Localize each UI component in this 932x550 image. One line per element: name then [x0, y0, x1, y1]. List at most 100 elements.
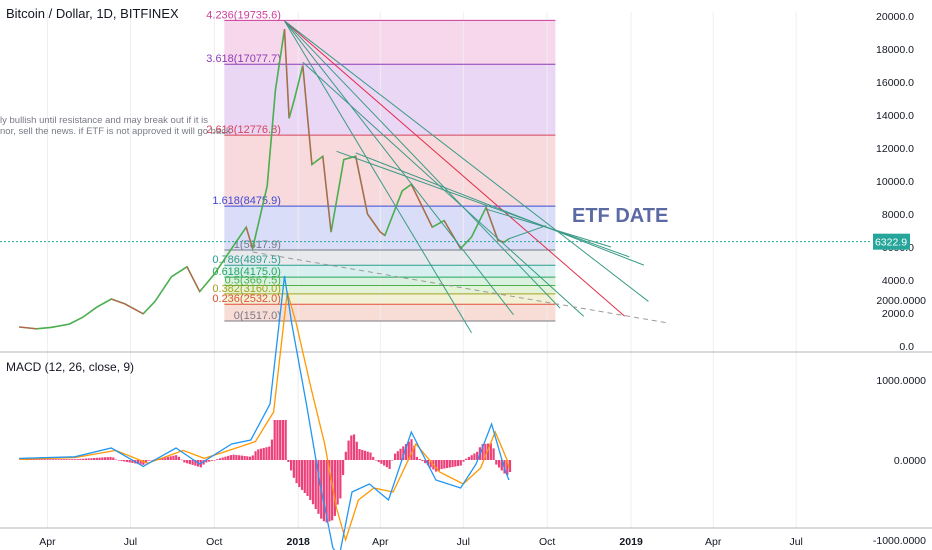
- macd-histogram-bar: [352, 434, 356, 460]
- macd-histogram-bar: [30, 459, 33, 460]
- macd-histogram-bar: [238, 455, 241, 460]
- macd-histogram-bar: [317, 460, 320, 514]
- macd-histogram-bar: [314, 460, 317, 510]
- macd-tick-label: 1000.0000: [876, 375, 926, 387]
- price-tick-label: 12000.0: [876, 143, 914, 155]
- macd-histogram-bar: [328, 460, 331, 522]
- macd-histogram-bar: [421, 460, 424, 462]
- trendline: [355, 152, 645, 266]
- x-tick-label: Oct: [539, 536, 555, 548]
- last-price-tag: [873, 233, 910, 250]
- macd-histogram-bar: [279, 420, 282, 460]
- macd-y-axis[interactable]: 2000.0000 1000.0000 0.0000 -1000.0000: [873, 295, 926, 547]
- macd-histogram-bar: [399, 448, 402, 460]
- fib-level-label: 0.618(4175.0): [212, 266, 281, 278]
- price-segment: [322, 156, 332, 233]
- fib-level-label: 0(1517.0): [234, 310, 281, 322]
- price-segment: [124, 303, 144, 315]
- macd-histogram-bar: [344, 451, 347, 460]
- macd-histogram-bar: [369, 452, 372, 460]
- macd-histogram-bar: [180, 459, 183, 461]
- fib-band: [224, 277, 556, 286]
- macd-histogram-bar: [183, 460, 186, 463]
- macd-histogram-bar: [251, 455, 254, 460]
- macd-histogram-bar: [372, 456, 375, 460]
- macd-histogram-bar: [366, 451, 369, 460]
- macd-histogram-bar: [336, 460, 339, 505]
- macd-histogram-bar: [95, 457, 98, 460]
- macd-histogram-bar: [82, 458, 85, 460]
- macd-histogram-bar: [383, 460, 386, 466]
- macd-histogram-bar: [508, 460, 512, 472]
- x-tick-label: 2018: [287, 536, 311, 548]
- macd-histogram-bar: [177, 456, 181, 460]
- price-tick-label: 8000.0: [882, 209, 914, 221]
- macd-tick-label: 0.0000: [894, 455, 926, 467]
- fib-level-label: 1(5817.9): [234, 239, 281, 251]
- macd-histogram-bar: [93, 458, 96, 460]
- macd-histogram-bar: [295, 460, 298, 484]
- macd-histogram-bar: [259, 448, 263, 460]
- macd-histogram-bar: [506, 460, 509, 475]
- macd-histogram-bar: [265, 447, 268, 460]
- trendline: [252, 251, 668, 324]
- macd-histogram-bar: [46, 459, 49, 460]
- annotation-note-line2: nor, sell the news. if ETF is not approv…: [0, 126, 231, 137]
- macd-histogram-bar: [454, 460, 457, 467]
- macd-histogram-bar: [216, 459, 219, 460]
- macd-histogram-bar: [347, 440, 350, 460]
- macd-histogram-bar: [500, 460, 503, 471]
- last-price-tag-label: 6322.9: [875, 237, 907, 249]
- macd-title: MACD (12, 26, close, 9): [6, 360, 135, 374]
- macd-histogram-bar: [257, 449, 260, 460]
- macd-histogram-bar: [207, 460, 211, 462]
- price-segment: [171, 266, 188, 278]
- price-segment: [330, 159, 345, 233]
- macd-histogram-bar: [407, 441, 410, 460]
- macd-histogram-bar: [27, 459, 30, 460]
- price-segment: [199, 273, 215, 292]
- macd-histogram-bar: [363, 450, 367, 460]
- fib-level-label: 1.618(8475.9): [212, 195, 281, 207]
- macd-histogram-bar: [120, 460, 123, 462]
- macd-histogram-bar: [415, 456, 419, 460]
- macd-histogram-bar: [125, 460, 129, 462]
- fib-level-label: 4.236(19735.6): [206, 9, 281, 21]
- macd-histogram-bar: [71, 459, 74, 460]
- macd-histogram-bar: [221, 457, 224, 460]
- macd-histogram-bar: [227, 455, 230, 460]
- macd-pane: [19, 275, 512, 550]
- macd-histogram-bar: [243, 455, 246, 460]
- macd-histogram-bar: [497, 460, 501, 468]
- price-segment: [142, 301, 156, 315]
- etf-date-label: ETF DATE: [572, 205, 669, 227]
- macd-histogram-bar: [298, 460, 301, 487]
- time-x-axis[interactable]: Apr Jul Oct 2018 Apr Jul Oct 2019 Apr Jul: [0, 527, 932, 548]
- macd-histogram-bar: [440, 460, 443, 470]
- macd-histogram-bar: [331, 460, 334, 521]
- macd-histogram-bar: [49, 459, 52, 460]
- macd-histogram-bar: [276, 420, 279, 460]
- macd-histogram-bar: [161, 457, 164, 460]
- macd-histogram-bar: [43, 459, 46, 460]
- trendline: [508, 225, 547, 240]
- macd-histogram-bar: [262, 447, 265, 460]
- macd-histogram-bar: [98, 457, 101, 460]
- macd-histogram-bar: [451, 460, 454, 468]
- macd-histogram-bar: [456, 460, 460, 467]
- macd-histogram-bar: [355, 441, 358, 460]
- price-segment: [343, 155, 356, 161]
- macd-histogram-bar: [325, 460, 328, 523]
- macd-histogram-bar: [248, 456, 252, 460]
- x-tick-label: 2019: [619, 536, 643, 548]
- trendline: [336, 150, 630, 258]
- macd-histogram-bar: [65, 459, 68, 460]
- macd-histogram-bar: [188, 460, 191, 465]
- price-y-axis[interactable]: 20000.0 18000.0 16000.0 14000.0 12000.0 10000…: [0, 11, 932, 353]
- price-segment: [50, 323, 70, 328]
- macd-histogram-bar: [448, 460, 451, 468]
- macd-histogram-bar: [240, 455, 243, 460]
- macd-histogram-bar: [391, 460, 394, 461]
- price-segment: [367, 213, 381, 233]
- macd-histogram-bar: [41, 459, 44, 460]
